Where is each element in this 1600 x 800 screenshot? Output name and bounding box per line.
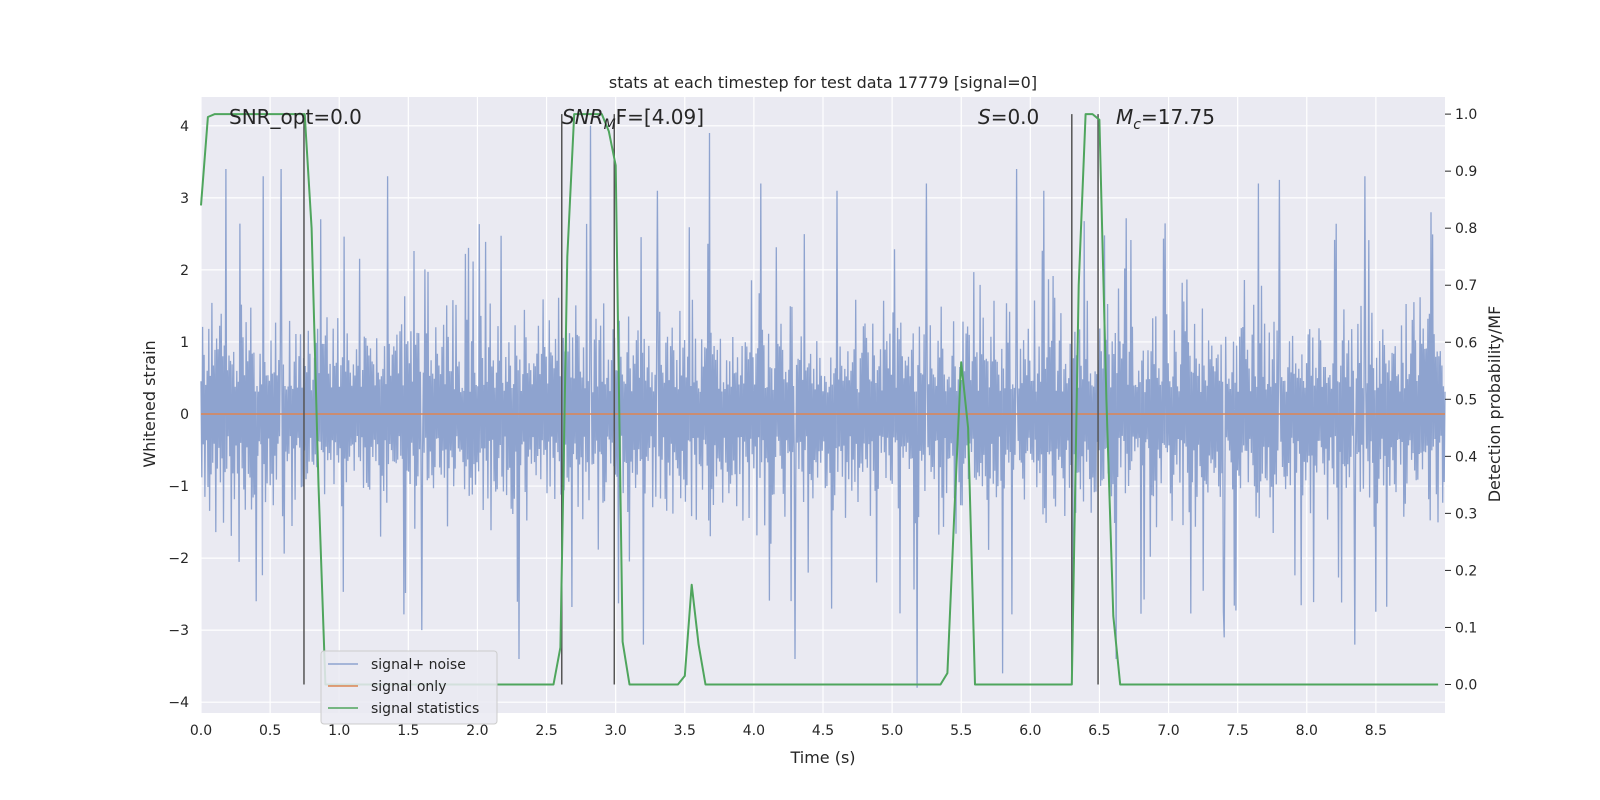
right-y-tick-label: 0.8	[1455, 221, 1477, 237]
right-y-tick-label: 0.9	[1455, 164, 1477, 180]
x-axis-label: Time (s)	[789, 748, 855, 767]
x-tick-label: 5.0	[881, 723, 903, 739]
right-y-axis-ticks: 1.0 0.9 0.8 0.7 0.6 0.5 0.4 0.3 0.2 0.1 0.0	[1445, 107, 1477, 693]
x-tick-label: 4.0	[743, 723, 765, 739]
annotation-mc-value: =17.75	[1141, 105, 1215, 129]
x-tick-label: 8.5	[1365, 723, 1387, 739]
y-tick-label: 0	[180, 407, 189, 423]
x-tick-label: 2.0	[466, 723, 488, 739]
x-tick-label: 7.0	[1157, 723, 1179, 739]
right-y-tick-label: 1.0	[1455, 107, 1477, 123]
chart-title: stats at each timestep for test data 177…	[609, 73, 1037, 92]
legend-label-signal-noise: signal+ noise	[371, 657, 466, 673]
y-tick-label: −4	[168, 695, 189, 711]
right-y-tick-label: 0.6	[1455, 335, 1477, 351]
x-tick-label: 5.5	[950, 723, 972, 739]
x-tick-label: 0.0	[190, 723, 212, 739]
legend-label-signal-statistics: signal statistics	[371, 701, 479, 717]
right-y-tick-label: 0.0	[1455, 677, 1477, 693]
annotation-s: S=0.0	[978, 105, 1039, 129]
x-tick-label: 6.0	[1019, 723, 1041, 739]
right-y-tick-label: 0.4	[1455, 449, 1477, 465]
signal-noise-series	[200, 125, 1446, 688]
x-tick-label: 3.5	[674, 723, 696, 739]
legend-label-signal-only: signal only	[371, 679, 446, 695]
annotation-mc-symbol: M	[1116, 105, 1133, 129]
x-tick-label: 8.0	[1296, 723, 1318, 739]
signal-statistics-line	[200, 113, 1439, 686]
annotation-mc-subscript: c	[1133, 117, 1141, 133]
legend-box	[320, 650, 498, 725]
x-tick-label: 4.5	[812, 723, 834, 739]
x-tick-label: 1.0	[328, 723, 350, 739]
x-tick-label: 1.5	[397, 723, 419, 739]
y-tick-label: 3	[180, 191, 189, 207]
annotation-snr-mf-subscript: M	[604, 117, 616, 133]
x-axis-ticks: 0.0 0.5 1.0 1.5 2.0 2.5 3.0 3.5 4.0 4.5 5.0 5.5 6.0 6…	[190, 723, 1387, 739]
right-y-axis-label: Detection probability/MF	[1485, 306, 1504, 503]
y-tick-label: 4	[180, 119, 189, 135]
y-tick-label: −1	[168, 479, 189, 495]
annotation-snr-mf-symbol: SNR	[562, 105, 604, 129]
y-tick-label: −2	[168, 551, 189, 567]
right-y-tick-label: 0.2	[1455, 563, 1477, 579]
annotation-mc: Mc=17.75	[1116, 105, 1215, 133]
annotation-snr-mf: SNRMF=[4.09]	[562, 105, 704, 133]
right-y-tick-label: 0.5	[1455, 392, 1477, 408]
right-y-tick-label: 0.1	[1455, 620, 1477, 636]
y-axis-ticks: 4 3 2 1 0 −1 −2 −3 −4	[168, 119, 189, 711]
signal-noise-line	[200, 125, 1446, 688]
signal-statistics-series	[200, 113, 1439, 686]
x-tick-label: 6.5	[1088, 723, 1110, 739]
x-tick-label: 3.0	[605, 723, 627, 739]
x-tick-label: 0.5	[259, 723, 281, 739]
y-tick-label: 1	[180, 335, 189, 351]
x-tick-label: 7.5	[1227, 723, 1249, 739]
x-tick-label: 2.5	[535, 723, 557, 739]
y-tick-label: −3	[168, 623, 189, 639]
y-axis-label: Whitened strain	[140, 340, 159, 467]
annotation-s-symbol: S	[978, 105, 991, 129]
legend: signal+ noise signal only signal statist…	[320, 650, 498, 725]
vertical-marker-lines	[303, 114, 1099, 685]
annotation-s-value: =0.0	[991, 105, 1040, 129]
right-y-tick-label: 0.7	[1455, 278, 1477, 294]
y-tick-label: 2	[180, 263, 189, 279]
annotation-snr-mf-value: F=[4.09]	[616, 105, 704, 129]
right-y-tick-label: 0.3	[1455, 506, 1477, 522]
annotation-snr-opt: SNR_opt=0.0	[229, 105, 362, 129]
